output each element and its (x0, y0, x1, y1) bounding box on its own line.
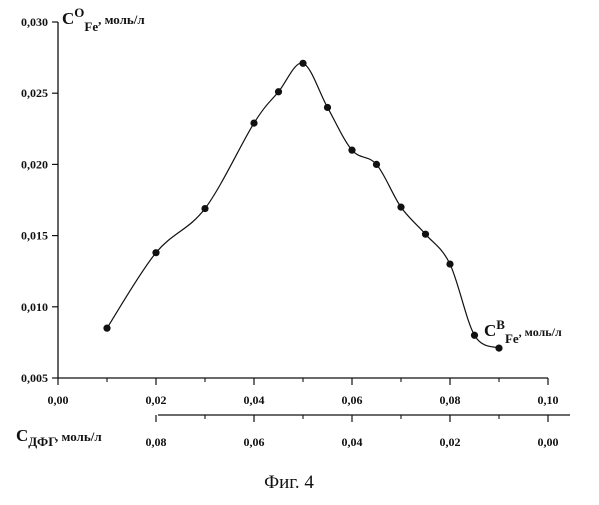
x2-axis-label-sub: ДФГ (28, 434, 56, 449)
y-axis-label-main: C (62, 9, 74, 28)
labels-group: 0,005 0,010 0,015 0,020 0,025 0,030 0,00 0,02 0,… (16, 5, 562, 493)
data-point (275, 88, 282, 95)
y-tick-label: 0,010 (21, 300, 48, 314)
y-tick-label: 0,005 (21, 371, 48, 385)
series-line (107, 63, 499, 348)
x-tick-label: 0,00 (48, 393, 69, 407)
x-tick-label: 0,08 (440, 393, 461, 407)
y-tick-label: 0,025 (21, 86, 48, 100)
x-axis-label-unit: , моль/л (519, 325, 562, 339)
x2-tick-label: 0,00 (538, 435, 559, 449)
x-axis-label: CBFe, моль/л (484, 317, 562, 346)
data-points-group (103, 60, 502, 352)
data-point (373, 161, 380, 168)
y-tick-label: 0,015 (21, 229, 48, 243)
x-axis-label-sup: B (496, 317, 505, 332)
data-point (324, 104, 331, 111)
y-axis-label: COFe, моль/л (62, 5, 145, 34)
data-point (471, 332, 478, 339)
curve-group (107, 63, 499, 348)
data-point (397, 204, 404, 211)
x-axis-label-main: C (484, 321, 496, 340)
x-tick-label: 0,02 (146, 393, 167, 407)
data-point (446, 260, 453, 267)
data-point (495, 344, 502, 351)
figure-caption: Фиг. 4 (264, 472, 314, 493)
data-point (422, 231, 429, 238)
x2-tick-label: 0,02 (440, 435, 461, 449)
y-axis-label-unit: , моль/л (98, 12, 145, 27)
axes-group (52, 22, 570, 422)
y-axis-label-sup: O (74, 5, 84, 20)
data-point (250, 120, 257, 127)
data-point (201, 205, 208, 212)
x-tick-label: 0,06 (342, 393, 363, 407)
x-tick-label: 0,04 (244, 393, 265, 407)
x2-axis-label: CДФГ, моль/л (16, 426, 102, 449)
y-tick-label: 0,030 (21, 15, 48, 29)
y-tick-label: 0,020 (21, 157, 48, 171)
x2-tick-label: 0,04 (342, 435, 363, 449)
y-axis-label-sub: Fe (84, 19, 98, 34)
x2-axis-label-main: C (16, 426, 28, 445)
data-point (152, 249, 159, 256)
x-tick-label: 0,10 (538, 393, 559, 407)
data-point (103, 325, 110, 332)
x2-axis-label-unit: , моль/л (55, 429, 102, 444)
data-point (299, 60, 306, 67)
x2-tick-label: 0,08 (146, 435, 167, 449)
x-axis-label-sub: Fe (505, 331, 519, 346)
data-point (348, 147, 355, 154)
x2-tick-label: 0,06 (244, 435, 265, 449)
